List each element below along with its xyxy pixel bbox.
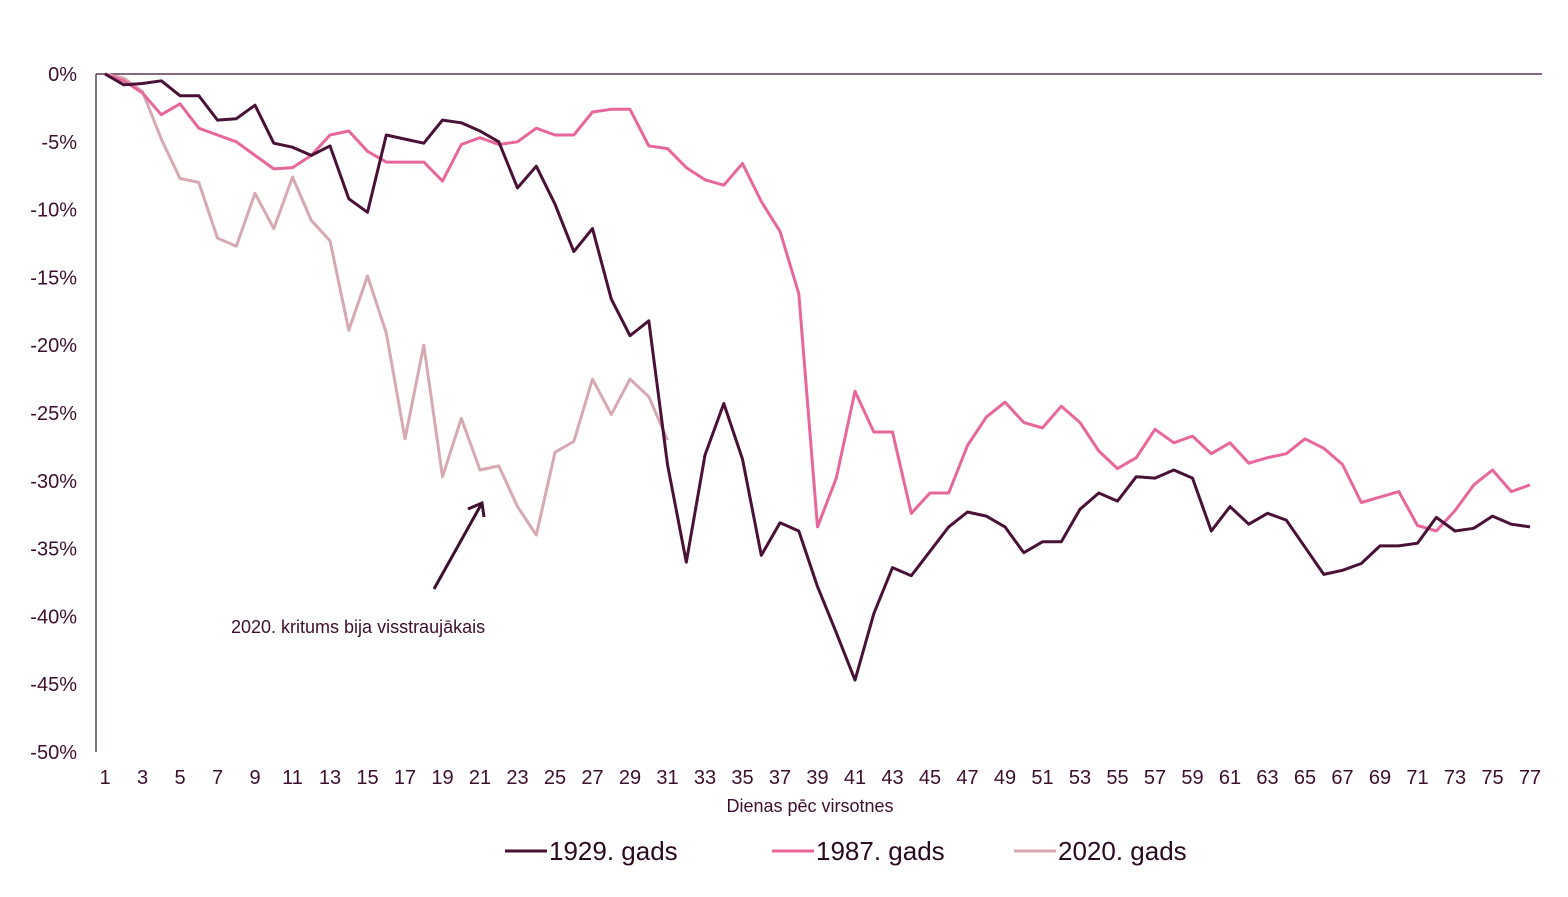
x-tick-label: 11 <box>282 767 303 789</box>
x-tick-label: 23 <box>506 767 528 789</box>
x-tick-label: 9 <box>249 767 260 789</box>
y-tick-label: -5% <box>41 132 77 154</box>
y-tick-label: -30% <box>30 471 77 493</box>
x-tick-label: 35 <box>731 767 753 789</box>
x-tick-label: 55 <box>1106 767 1128 789</box>
x-tick-label: 29 <box>619 767 641 789</box>
x-tick-label: 65 <box>1294 767 1316 789</box>
legend-label: 1987. gads <box>816 836 945 866</box>
x-axis-ticks: 1 3 5 7 9 11 13 15 17 19 21 23 25 27 29 31 33 35 37 39 41 43 4… <box>99 767 1541 789</box>
annotation-text: 2020. kritums bija visstraujākais <box>231 617 485 637</box>
x-tick-label: 63 <box>1256 767 1278 789</box>
x-tick-label: 77 <box>1519 767 1541 789</box>
x-tick-label: 25 <box>544 767 566 789</box>
annotation: 2020. kritums bija visstraujākais <box>231 500 486 637</box>
x-tick-label: 1 <box>99 767 110 789</box>
y-tick-label: 0% <box>48 64 77 86</box>
series-lines <box>104 72 1531 682</box>
series-line-1929gads <box>104 72 1531 682</box>
x-tick-label: 37 <box>769 767 791 789</box>
y-tick-label: -40% <box>30 606 77 628</box>
x-tick-label: 75 <box>1481 767 1503 789</box>
x-tick-label: 57 <box>1144 767 1166 789</box>
x-tick-label: 27 <box>581 767 603 789</box>
x-tick-label: 45 <box>919 767 941 789</box>
x-tick-label: 15 <box>356 767 378 789</box>
y-tick-label: -25% <box>30 403 77 425</box>
x-tick-label: 21 <box>469 767 491 789</box>
annotation-arrow-shaft <box>432 502 484 590</box>
x-tick-label: 47 <box>956 767 978 789</box>
x-tick-label: 13 <box>319 767 341 789</box>
annotation-arrow-head <box>467 500 486 518</box>
legend-label: 1929. gads <box>549 836 678 866</box>
x-tick-label: 5 <box>174 767 185 789</box>
legend: 1929. gads 1987. gads 2020. gads <box>505 836 1187 866</box>
x-tick-label: 49 <box>994 767 1016 789</box>
x-tick-label: 71 <box>1406 767 1428 789</box>
legend-label: 2020. gads <box>1058 836 1187 866</box>
y-tick-label: -15% <box>30 267 77 289</box>
x-tick-label: 69 <box>1369 767 1391 789</box>
x-tick-label: 67 <box>1331 767 1353 789</box>
series-line-1987gads <box>104 72 1531 533</box>
x-tick-label: 51 <box>1031 767 1053 789</box>
x-tick-label: 73 <box>1444 767 1466 789</box>
x-tick-label: 61 <box>1219 767 1241 789</box>
x-tick-label: 43 <box>881 767 903 789</box>
y-tick-label: -20% <box>30 335 77 357</box>
y-axis-ticks: 0% -5% -10% -15% -20% -25% -30% -35% -40% -45% -50… <box>30 64 77 764</box>
x-tick-label: 3 <box>137 767 148 789</box>
x-tick-label: 19 <box>431 767 453 789</box>
x-tick-label: 39 <box>806 767 828 789</box>
y-tick-label: -50% <box>30 742 77 764</box>
series-line-2020gads <box>104 72 669 537</box>
x-tick-label: 31 <box>656 767 678 789</box>
x-tick-label: 33 <box>694 767 716 789</box>
x-tick-label: 59 <box>1181 767 1203 789</box>
y-tick-label: -45% <box>30 674 77 696</box>
x-tick-label: 41 <box>844 767 866 789</box>
x-axis-label: Dienas pēc virsotnes <box>726 796 893 816</box>
y-tick-label: -10% <box>30 200 77 222</box>
y-tick-label: -35% <box>30 539 77 561</box>
x-tick-label: 7 <box>212 767 223 789</box>
x-tick-label: 53 <box>1069 767 1091 789</box>
x-tick-label: 17 <box>394 767 416 789</box>
chart-axes <box>95 73 1542 752</box>
